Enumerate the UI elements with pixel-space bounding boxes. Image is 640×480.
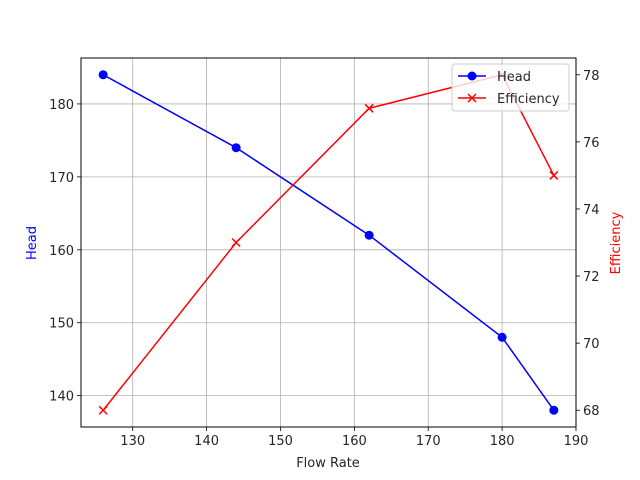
data-point: [98, 405, 108, 415]
x-tick-label: 160: [342, 434, 367, 449]
y-tick-label: 140: [49, 390, 74, 405]
legend: Head Efficiency: [451, 63, 570, 112]
y2-tick-label: 68: [583, 404, 600, 419]
legend-efficiency-marker-icon: [467, 93, 477, 103]
y2-tick-label: 72: [583, 270, 600, 285]
y-axis-left-label: Head: [25, 226, 40, 260]
x-tick-label: 150: [268, 434, 293, 449]
y-axis-right-ticks: 68 70 72 74 76 78: [576, 69, 600, 419]
data-point: [231, 143, 241, 153]
y-tick-label: 180: [49, 98, 74, 113]
x-tick-label: 130: [120, 434, 145, 449]
data-point: [98, 70, 108, 80]
x-tick-label: 180: [490, 434, 515, 449]
legend-head-label: Head: [497, 70, 531, 85]
series-efficiency: [98, 70, 559, 415]
y2-tick-label: 76: [583, 136, 600, 151]
data-point: [497, 332, 507, 342]
data-point: [549, 170, 559, 180]
data-point: [231, 237, 241, 248]
x-tick-label: 170: [416, 434, 441, 449]
y2-tick-label: 78: [583, 69, 600, 84]
x-tick-label: 140: [194, 434, 219, 449]
x-axis-ticks: 130 140 150 160 170 180 190: [120, 427, 588, 449]
data-point: [364, 230, 374, 240]
data-point: [364, 103, 374, 113]
y-axis-right-label: Efficiency: [609, 211, 624, 274]
legend-efficiency-label: Efficiency: [497, 92, 560, 107]
y-tick-label: 170: [49, 171, 74, 186]
y-tick-label: 160: [49, 244, 74, 259]
legend-head-marker-icon: [467, 71, 477, 81]
series-head: [98, 70, 559, 415]
y2-tick-label: 74: [583, 203, 600, 218]
y-axis-left-ticks: 140 150 160 170 180: [49, 98, 81, 405]
y2-tick-label: 70: [583, 337, 600, 352]
y-tick-label: 150: [49, 317, 74, 332]
grid-lines: [81, 58, 577, 427]
x-tick-label: 190: [564, 434, 589, 449]
data-point: [549, 405, 559, 415]
plot-area-frame: [80, 57, 577, 428]
x-axis-label: Flow Rate: [296, 456, 360, 471]
